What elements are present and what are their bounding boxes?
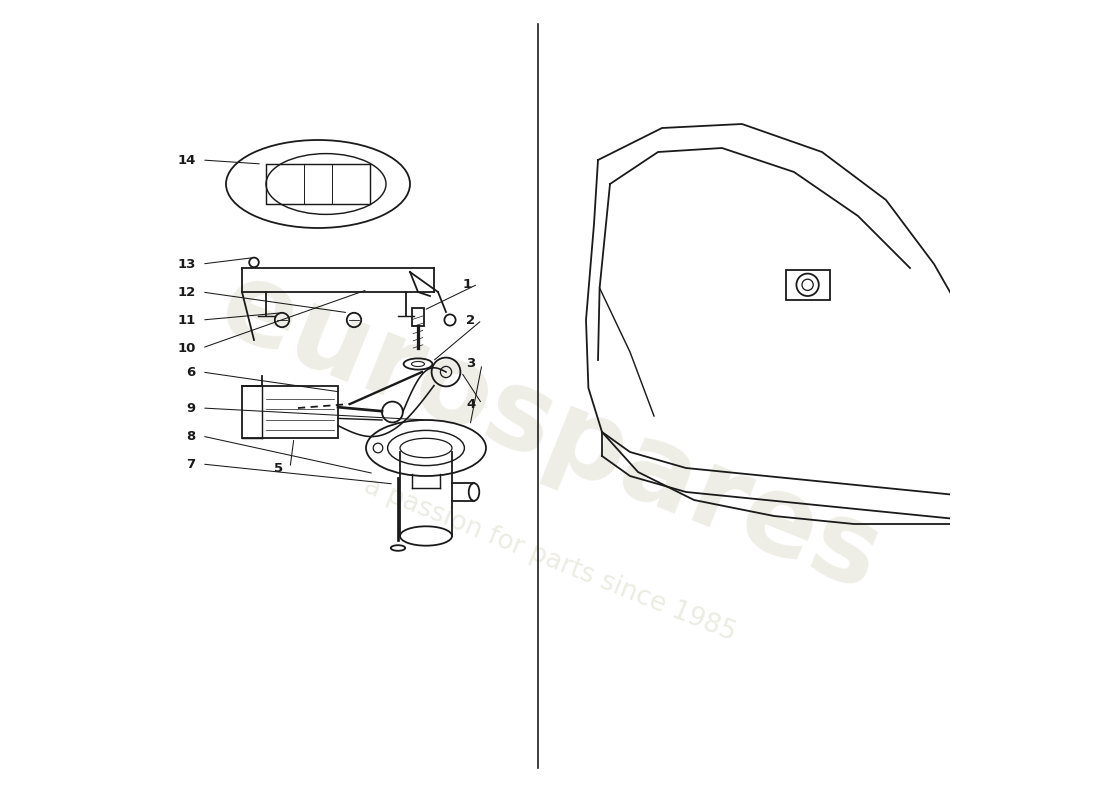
Text: 12: 12 [177, 286, 196, 298]
Text: 1: 1 [462, 278, 472, 290]
Bar [412, 308, 424, 326]
Text: 9: 9 [187, 402, 196, 414]
Bar [242, 386, 338, 438]
Text: 14: 14 [177, 154, 196, 166]
Text: eurospares: eurospares [205, 250, 895, 614]
Text: 8: 8 [186, 430, 196, 442]
Text: 5: 5 [275, 462, 284, 474]
Bar [266, 164, 370, 204]
Text: 4: 4 [466, 398, 475, 410]
Text: 11: 11 [177, 314, 196, 326]
Text: 7: 7 [187, 458, 196, 470]
Text: 2: 2 [466, 314, 475, 326]
Bar [786, 270, 830, 300]
Text: a passion for parts since 1985: a passion for parts since 1985 [360, 474, 740, 646]
Text: 3: 3 [466, 358, 475, 370]
Text: 13: 13 [177, 258, 196, 270]
Text: 10: 10 [177, 342, 196, 354]
Text: 6: 6 [186, 366, 196, 378]
